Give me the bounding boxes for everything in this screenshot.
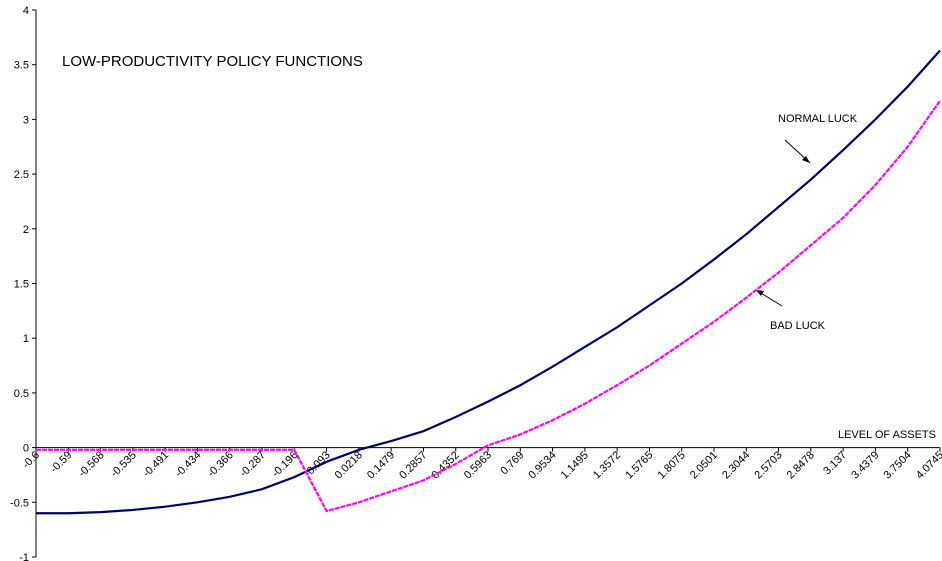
x-tick-label: 2.8478 bbox=[785, 449, 817, 481]
x-tick-label: 0.9534 bbox=[526, 449, 558, 481]
y-tick-label: 0.5 bbox=[14, 388, 29, 400]
x-tick-label: 0.5963 bbox=[462, 449, 494, 481]
x-tick-label: 1.5765 bbox=[623, 449, 655, 481]
y-tick-label: 1 bbox=[23, 333, 29, 345]
x-tick-label: 2.0501 bbox=[688, 449, 720, 481]
x-tick-label: -0.287 bbox=[238, 449, 269, 480]
x-tick-label: 2.5703 bbox=[752, 449, 784, 481]
series-line bbox=[36, 100, 941, 513]
x-tick-label: 0.769 bbox=[498, 449, 526, 477]
y-tick-label: 3 bbox=[23, 114, 29, 126]
annotation: BAD LUCK bbox=[770, 320, 826, 332]
x-tick-label: 3.4379 bbox=[849, 449, 881, 481]
chart-title: LOW-PRODUCTIVITY POLICY FUNCTIONS bbox=[62, 53, 363, 70]
x-tick-label: -0.491 bbox=[141, 449, 172, 480]
x-tick-label: 2.3044 bbox=[720, 449, 752, 481]
y-tick-label: 1.5 bbox=[14, 279, 29, 291]
x-tick-label: -0.535 bbox=[108, 449, 139, 480]
y-tick-label: 2 bbox=[23, 224, 29, 236]
y-tick-label: 2.5 bbox=[14, 169, 29, 181]
x-axis-label: LEVEL OF ASSETS bbox=[838, 429, 936, 441]
y-tick-label: -1 bbox=[19, 552, 29, 561]
x-tick-label: 4.0745 bbox=[914, 449, 942, 481]
y-tick-label: 3.5 bbox=[14, 60, 29, 72]
y-tick-label: 0 bbox=[23, 443, 29, 455]
x-tick-label: -0.434 bbox=[173, 449, 204, 480]
x-tick-label: 0.2857 bbox=[397, 449, 429, 481]
x-tick-label: 1.3572 bbox=[591, 449, 623, 481]
x-tick-label: -0.568 bbox=[76, 449, 107, 480]
x-tick-label: 3.137 bbox=[821, 449, 849, 477]
x-tick-label: 1.8075 bbox=[656, 449, 688, 481]
x-tick-label: 0.1479 bbox=[365, 449, 397, 481]
x-tick-label: 1.1495 bbox=[559, 449, 591, 481]
x-tick-label: 0.4352 bbox=[430, 449, 462, 481]
series-line bbox=[36, 49, 941, 515]
y-tick-label: 4 bbox=[23, 5, 29, 17]
x-tick-label: -0.366 bbox=[205, 449, 236, 480]
arrow-head bbox=[802, 156, 810, 163]
x-tick-label: -0.59 bbox=[48, 449, 74, 475]
y-tick-label: -0.5 bbox=[10, 497, 29, 509]
arrow-head bbox=[756, 290, 764, 296]
annotation: NORMAL LUCK bbox=[778, 113, 858, 125]
x-tick-label: 3.7504 bbox=[882, 449, 914, 481]
